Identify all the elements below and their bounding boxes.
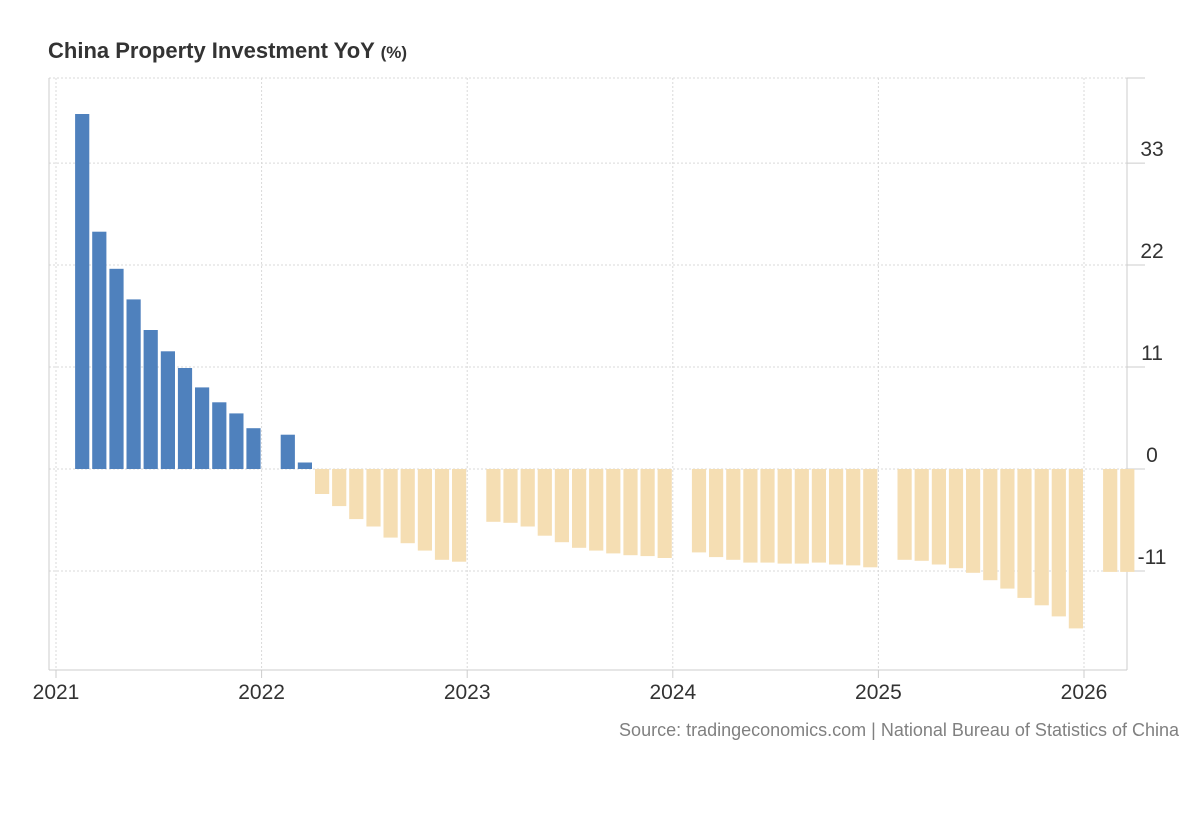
- bar: [794, 469, 809, 564]
- bar: [383, 469, 398, 538]
- bar: [349, 469, 364, 520]
- bar: [829, 469, 844, 565]
- bar: [1051, 469, 1066, 617]
- x-tick-label: 2022: [238, 681, 285, 704]
- bar: [554, 469, 569, 543]
- bar: [143, 330, 158, 469]
- bar: [1120, 469, 1135, 572]
- bar: [1103, 469, 1118, 572]
- bar: [709, 469, 724, 558]
- x-tick-label: 2024: [649, 681, 696, 704]
- bar: [811, 469, 826, 563]
- bar: [863, 469, 878, 568]
- bar: [400, 469, 415, 544]
- bar: [246, 428, 261, 469]
- chart-title-unit: (%): [380, 43, 408, 62]
- bar: [657, 469, 672, 558]
- bar: [914, 469, 929, 561]
- chart-title-text: China Property Investment YoY: [48, 38, 375, 63]
- bar: [572, 469, 587, 548]
- bar: [606, 469, 621, 554]
- bar: [417, 469, 432, 551]
- bar: [537, 469, 552, 536]
- bar: [623, 469, 638, 556]
- bar: [160, 351, 175, 469]
- bar: [332, 469, 347, 507]
- bar: [126, 299, 141, 469]
- bar: [966, 469, 981, 573]
- y-tick-label: 22: [1140, 240, 1163, 263]
- bar: [195, 387, 210, 469]
- source-note: Source: tradingeconomics.com | National …: [619, 720, 1179, 740]
- y-tick-label: -11: [1138, 546, 1167, 569]
- bar: [846, 469, 861, 566]
- bar: [1068, 469, 1083, 629]
- bar: [743, 469, 758, 563]
- bar: [931, 469, 946, 565]
- x-tick-label: 2023: [444, 681, 491, 704]
- bar: [434, 469, 450, 560]
- x-tick-label: 2026: [1061, 681, 1108, 704]
- x-tick-label: 2025: [855, 681, 902, 704]
- bar: [948, 469, 964, 569]
- bar: [589, 469, 604, 551]
- x-tick-label: 2021: [33, 681, 80, 704]
- bar: [1034, 469, 1049, 606]
- bar: [520, 469, 535, 527]
- bar: [229, 413, 244, 469]
- bar: [897, 469, 912, 560]
- bar: [983, 469, 998, 581]
- bar: [315, 469, 330, 494]
- bar: [109, 268, 124, 469]
- bar: [486, 469, 501, 522]
- bar: [503, 469, 518, 523]
- bar: [777, 469, 792, 564]
- bar: [366, 469, 381, 527]
- bar: [280, 434, 295, 469]
- bar: [640, 469, 655, 557]
- y-tick-label: 11: [1141, 342, 1163, 365]
- bar: [452, 469, 467, 562]
- bar: [691, 469, 707, 553]
- bar: [1017, 469, 1032, 598]
- bar: [92, 231, 107, 469]
- bar: [177, 368, 193, 469]
- y-tick-label: 0: [1146, 444, 1158, 467]
- bar: [1000, 469, 1015, 589]
- bar: [726, 469, 741, 560]
- bar: [760, 469, 775, 563]
- bar: [297, 462, 312, 469]
- bar: [212, 402, 227, 469]
- chart-title: China Property Investment YoY (%): [48, 38, 407, 64]
- y-tick-label: 33: [1140, 138, 1163, 161]
- bar: [75, 114, 90, 469]
